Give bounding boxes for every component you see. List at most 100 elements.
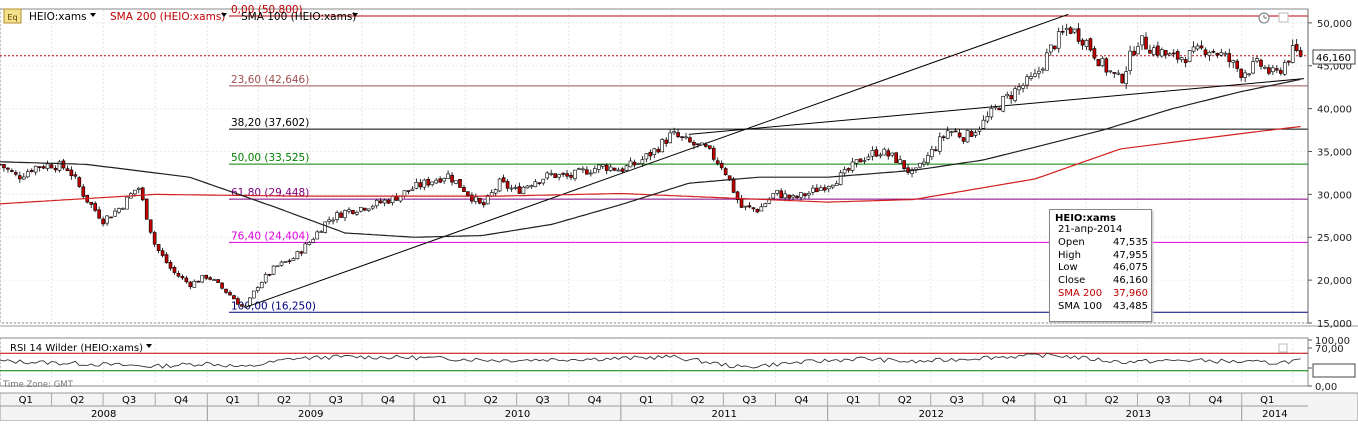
candle-body [351,210,355,214]
candle-body [18,175,22,180]
candle-body [1148,49,1152,54]
info-row-value: 37,960 [1113,287,1148,299]
candle-body [1175,51,1180,60]
info-row-label: Open [1058,236,1085,248]
candle-body [1215,52,1220,56]
fib-label: 0,00 (50,800) [231,4,303,16]
candle-body [69,169,74,177]
candle-body [1100,58,1105,67]
candle-body [370,205,375,209]
fib-label: 23,60 (42,646) [231,74,309,86]
candle-body [180,276,185,279]
candle-body [1235,60,1239,69]
candle-body [581,168,585,171]
candle-body [977,129,982,132]
candle-body [251,290,256,299]
candle-body [1088,38,1093,51]
y-tick-label: 45,000 [1317,62,1352,73]
info-row: Open 47,535 [1050,237,1151,250]
series-label[interactable]: HEIO:xams [29,11,87,23]
quarter-label: Q2 [1105,395,1119,406]
rsi-tick-label: 0,00 [1315,382,1337,393]
sma200-line [0,125,1301,205]
candle-body [21,176,26,180]
candle-body [937,136,942,152]
candle-body [327,219,331,222]
candle-body [1009,95,1013,100]
candle-body [335,212,339,220]
candle-body [478,197,482,204]
candle-body [993,106,998,109]
candle-body [1025,76,1029,86]
sma200-label[interactable]: SMA 200 (HEIO:xams) [110,11,225,23]
sma100-label[interactable]: SMA 100 (HEIO:xams) [241,11,356,23]
sma200-dropdown-icon[interactable] [221,13,227,17]
candle-body [577,168,581,170]
info-row-value: 47,955 [1113,249,1148,261]
quarter-label: Q4 [174,395,188,406]
candle-body [787,194,791,199]
candle-body [545,172,550,179]
candle-body [608,166,613,171]
candle-body [688,137,692,143]
candle-body [1259,59,1263,67]
candle-body [25,171,30,178]
sma100-dropdown-icon[interactable] [352,13,358,17]
candle-body [295,251,300,260]
candle-body [565,173,569,177]
candle-body [628,160,633,168]
candle-body [347,209,351,212]
candle-body [450,174,454,183]
quarter-label: Q4 [1002,395,1016,406]
eq-icon[interactable] [3,8,22,24]
info-row-value: 46,160 [1113,275,1148,287]
year-label: 2013 [1126,409,1151,420]
candle-body [866,156,871,160]
maximize-icon[interactable] [1278,12,1289,23]
candle-body [529,185,534,188]
candle-body [493,189,498,194]
candle-body [965,130,970,143]
candle-body [648,151,653,157]
candle-body [200,275,205,283]
candle-body [747,205,752,208]
candle-body [430,181,435,186]
candle-body [1267,67,1271,74]
candle-body [485,195,490,205]
candle-body [826,186,831,190]
rsi-dropdown-icon[interactable] [146,344,152,348]
candle-body [263,274,268,283]
year-label: 2009 [298,409,323,420]
series-dropdown-icon[interactable] [90,13,96,17]
rsi-tick-label: 100,00 [1315,336,1350,347]
candle-body [700,142,704,146]
candle-body [870,150,875,157]
quarter-label: Q2 [898,395,912,406]
quarter-label: Q4 [794,395,808,406]
candle-body [604,164,609,171]
candle-body [803,193,807,197]
candle-body [236,298,240,305]
candle-body [311,239,316,243]
candle-body [363,207,367,211]
candle-body [390,195,395,204]
y-tick-label: 25,000 [1317,233,1352,244]
candle-body [105,215,109,224]
rsi-label[interactable]: RSI 14 Wilder (HEIO:xams) [10,343,143,354]
candle-body [212,279,216,281]
candle-body [474,196,478,202]
candle-body [140,187,145,201]
rsi-maximize-icon[interactable] [1278,343,1288,353]
rsi-value-tag [1312,363,1356,378]
candle-body [188,281,193,288]
candle-body [533,181,538,187]
x-axis: Q1 Q2 Q3 Q4 Q1 Q2 Q3 Q4 Q1 Q2 Q3 Q4 Q1 Q2 Q3 Q4 Q1 Q2 Q3 Q4… [0,392,1358,422]
quarter-label: Q1 [432,395,446,406]
candle-body [660,139,665,153]
timezone-label: Time Zone: GMT [2,380,74,390]
candle-body [1092,48,1097,59]
info-row-value: 43,485 [1113,300,1148,312]
candle-body [1140,35,1144,46]
candle-body [815,187,819,193]
candle-body [410,188,415,191]
